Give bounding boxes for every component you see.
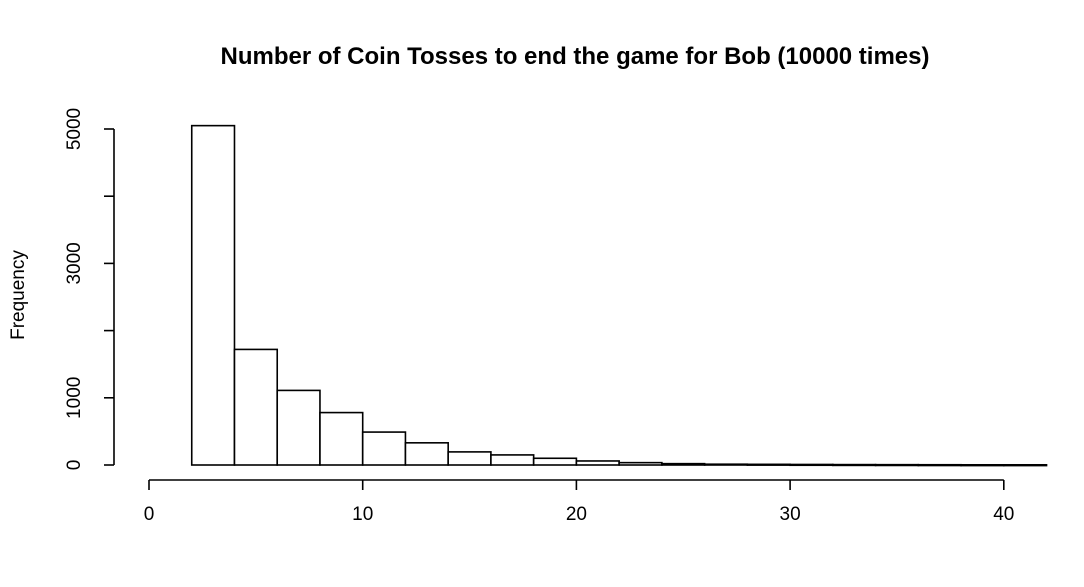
y-axis: 0 1000 3000 5000 [64,108,115,471]
histogram-bar [276,389,321,466]
y-tick-label: 1000 [64,377,85,419]
histogram-bar [490,454,535,466]
histogram-bar [618,461,663,466]
histogram-bar [404,442,449,466]
histogram-bar [361,431,407,466]
histogram-bar [447,451,492,466]
histogram-bar [789,463,834,467]
bars-group [190,124,1048,467]
y-axis-label: Frequency [8,250,29,340]
histogram-bar [661,462,706,466]
x-tick-label: 30 [780,504,801,525]
histogram-bar [1002,463,1048,467]
histogram-bar [832,463,877,467]
chart-title: Number of Coin Tosses to end the game fo… [220,43,929,70]
x-axis: 0 10 20 30 40 [144,479,1014,525]
y-tick-label: 0 [64,460,85,471]
x-tick-label: 20 [566,504,587,525]
histogram-bar [874,463,920,467]
x-tick-label: 40 [993,504,1014,525]
histogram-bar [190,124,236,466]
y-tick-label: 5000 [64,108,85,150]
histogram-bar [917,463,962,467]
histogram-bar [575,460,620,466]
histogram-bar [960,463,1005,467]
histogram-bar [233,348,279,466]
x-tick-label: 0 [144,504,155,525]
histogram-bar [532,457,578,466]
histogram-bar [746,463,791,466]
histogram-bar [703,463,749,466]
y-tick-label: 3000 [64,242,85,284]
x-tick-label: 10 [352,504,373,525]
histogram-bar [319,411,364,466]
